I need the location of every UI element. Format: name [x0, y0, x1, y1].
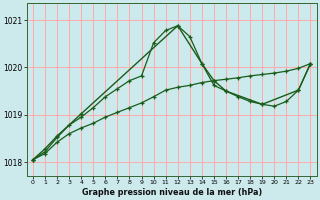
X-axis label: Graphe pression niveau de la mer (hPa): Graphe pression niveau de la mer (hPa) — [82, 188, 262, 197]
